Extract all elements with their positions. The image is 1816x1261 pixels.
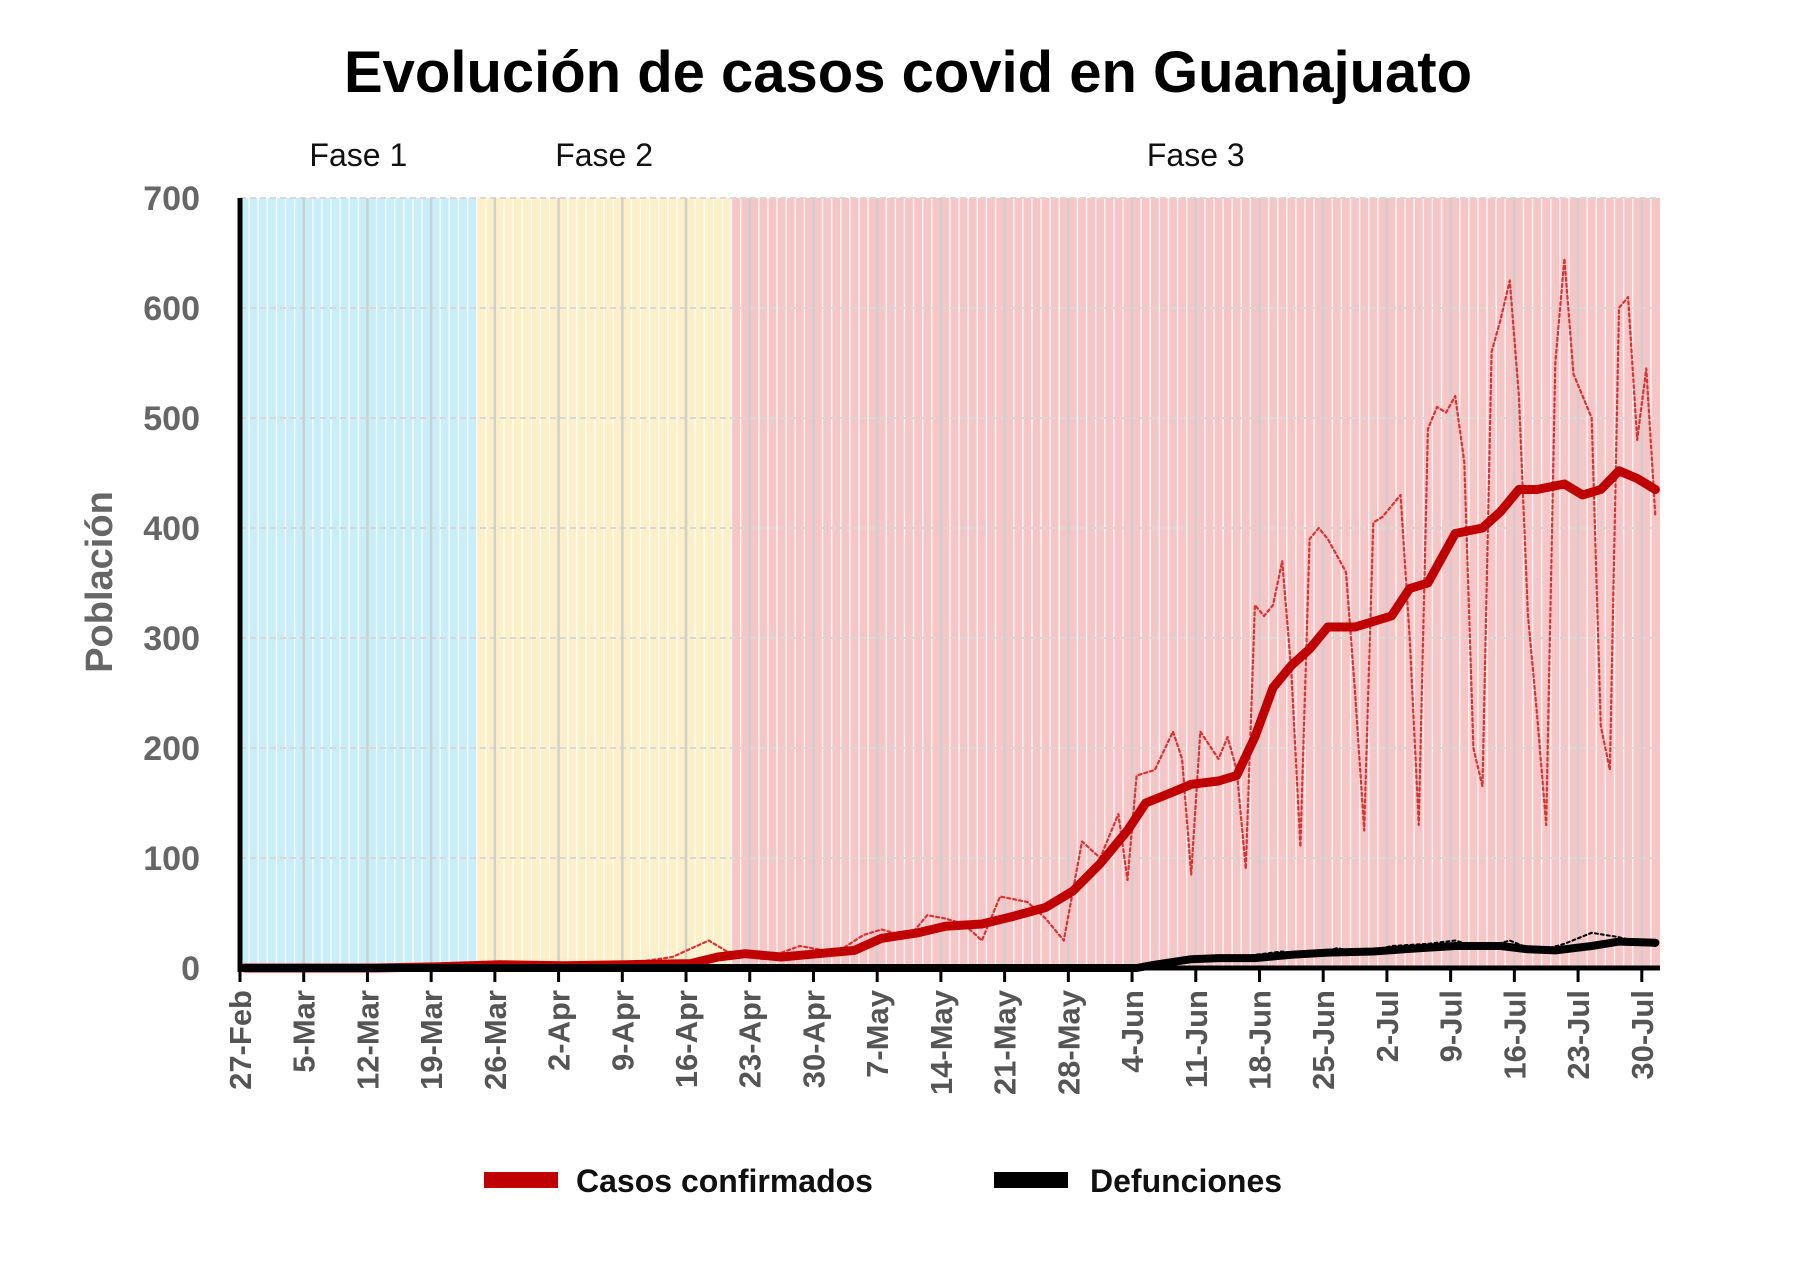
x-tick-label: 30-Jul [1625,990,1660,1080]
gridlines [240,197,1660,968]
phase-label-2: Fase 2 [555,137,653,173]
y-tick-labels: 0 100 200 300 400 500 600 700 [143,180,200,988]
x-tick-label: 23-Apr [733,990,768,1088]
x-tick-label: 28-May [1051,989,1086,1095]
y-tick-label: 100 [143,840,200,878]
legend-label-confirmed: Casos confirmados [576,1163,873,1199]
x-tick-label: 16-Jul [1497,990,1532,1080]
axes [237,198,1660,982]
y-tick-label: 400 [143,510,200,548]
x-tick-label: 11-Jun [1179,990,1214,1088]
phase-label-1: Fase 1 [309,137,407,173]
y-tick-label: 300 [143,620,200,658]
y-tick-label: 500 [143,400,200,438]
y-tick-label: 600 [143,290,200,328]
y-tick-label: 0 [181,950,200,988]
series-layer [240,257,1660,973]
legend-swatch-confirmed [484,1172,558,1188]
x-tick-label: 21-May [988,989,1023,1095]
x-tick-label: 9-Jul [1434,990,1469,1062]
y-tick-label: 200 [143,730,200,768]
x-tick-label: 27-Feb [223,990,258,1090]
legend-label-deaths: Defunciones [1090,1163,1282,1199]
series-line-2 [240,937,1660,972]
x-tick-label: 2-Jul [1370,990,1405,1062]
y-tick-label: 700 [143,180,200,218]
x-tick-label: 16-Apr [669,990,704,1088]
x-tick-label: 30-Apr [796,990,831,1088]
series-line-0 [240,466,1660,973]
legend: Casos confirmados Defunciones [484,1163,1282,1199]
x-tick-labels: 27-Feb 5-Mar 12-Mar 19-Mar 26-Mar 2-Apr 9-Apr 1… [223,989,1660,1095]
phase-label-3: Fase 3 [1147,137,1245,173]
x-tick-label: 2-Apr [542,990,577,1071]
x-tick-label: 7-May [860,989,895,1078]
phase-labels: Fase 1 Fase 2 Fase 3 [309,137,1244,173]
x-tick-label: 23-Jul [1561,990,1596,1080]
x-tick-label: 14-May [924,989,959,1095]
chart-title: Evolución de casos covid en Guanajuato [344,40,1472,105]
x-tick-label: 25-Jun [1306,990,1341,1090]
x-tick-label: 5-Mar [287,990,322,1073]
x-tick-label: 26-Mar [478,990,513,1090]
x-tick-label: 9-Apr [605,990,640,1071]
x-tick-label: 19-Mar [414,990,449,1090]
legend-swatch-deaths [994,1172,1068,1188]
x-tick-label: 4-Jun [1115,990,1150,1073]
x-tick-label: 12-Mar [350,990,385,1090]
x-tick-label: 18-Jun [1242,990,1277,1090]
y-axis-label: Población [79,491,121,673]
